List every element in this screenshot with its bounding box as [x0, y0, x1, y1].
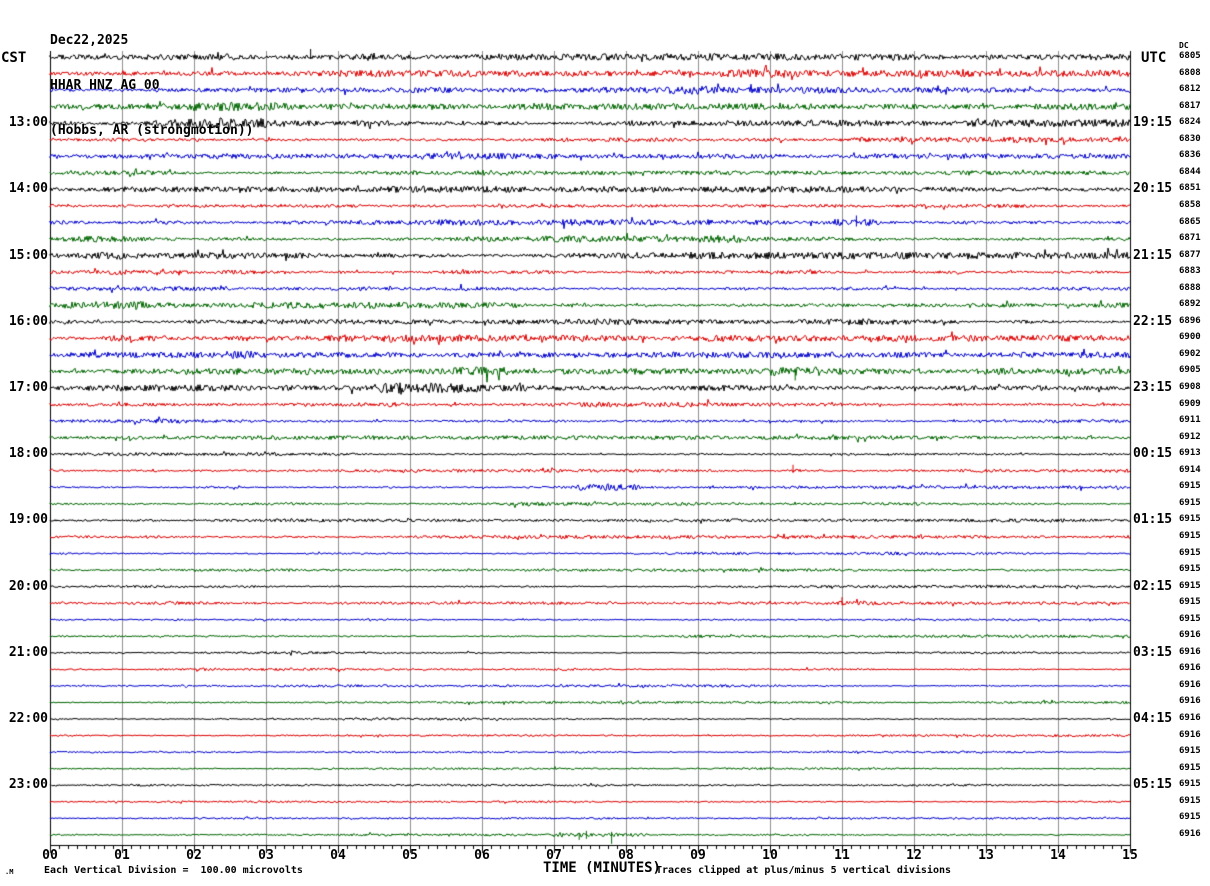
header-station-location: (Hobbs, AR (strongmotion)): [50, 123, 254, 138]
dc-count-value: 6865: [1179, 216, 1201, 227]
corner-watermark: .M: [5, 868, 14, 876]
dc-count-value: 6805: [1179, 51, 1201, 61]
utc-time-label: 21:15: [1133, 247, 1173, 263]
x-axis-tick-label: 00: [42, 848, 58, 863]
dc-count-value: 6913: [1179, 448, 1201, 459]
dc-offset-column-label: DC: [1179, 41, 1189, 50]
x-axis-tick-label: 04: [330, 848, 346, 863]
dc-count-value: 6883: [1179, 266, 1201, 277]
utc-time-label: 01:15: [1133, 512, 1173, 528]
dc-count-value: 6844: [1179, 166, 1201, 177]
x-axis-title: TIME (MINUTES): [542, 860, 661, 876]
header-station-code: HHAR HNZ AG 00: [50, 78, 160, 93]
dc-count-value: 6830: [1179, 133, 1201, 144]
utc-time-label: 00:15: [1133, 446, 1173, 462]
dc-count-value: 6916: [1179, 663, 1201, 674]
dc-count-value: 6871: [1179, 233, 1201, 244]
cst-hour-label: 16:00: [8, 313, 48, 329]
dc-count-value: 6900: [1179, 332, 1201, 343]
dc-count-value: 6915: [1179, 597, 1201, 608]
dc-count-value: 6915: [1179, 564, 1201, 575]
left-timezone-label: CST: [1, 50, 27, 66]
cst-hour-label: 19:00: [8, 512, 48, 528]
x-axis-tick-label: 12: [906, 848, 922, 863]
dc-count-value: 6892: [1179, 299, 1201, 310]
dc-count-value: 6916: [1179, 679, 1201, 690]
utc-time-label: 23:15: [1133, 380, 1173, 395]
dc-count-value: 6916: [1179, 828, 1201, 839]
dc-count-value: 6877: [1179, 249, 1201, 260]
dc-count-value: 6915: [1179, 497, 1201, 508]
dc-count-value: 6915: [1179, 547, 1201, 558]
cst-hour-label: 15:00: [8, 247, 48, 263]
dc-count-value: 6824: [1179, 117, 1201, 128]
cst-hour-label: 23:00: [8, 777, 48, 793]
utc-time-label: 03:15: [1133, 644, 1173, 660]
dc-count-value: 6915: [1179, 580, 1201, 591]
dc-count-value: 6851: [1179, 183, 1201, 194]
dc-count-value: 6914: [1179, 464, 1201, 475]
dc-count-value: 6915: [1179, 762, 1201, 773]
dc-count-value: 6916: [1179, 729, 1201, 740]
x-axis-tick-label: 06: [474, 848, 490, 863]
utc-time-label: 20:15: [1133, 181, 1173, 197]
dc-count-value: 6915: [1179, 779, 1201, 790]
dc-count-value: 6912: [1179, 431, 1201, 442]
x-axis-tick-label: 08: [618, 848, 634, 863]
vertical-scale-note: Each Vertical Division = 100.00 microvol…: [44, 865, 303, 876]
dc-count-value: 6916: [1179, 646, 1201, 657]
dc-count-value: 6888: [1179, 282, 1201, 293]
dc-count-value: 6916: [1179, 630, 1201, 641]
dc-count-value: 6915: [1179, 613, 1201, 624]
dc-count-value: 6916: [1179, 696, 1201, 707]
x-axis-tick-label: 11: [834, 848, 850, 863]
cst-hour-label: 22:00: [8, 711, 48, 726]
cst-hour-label: 20:00: [8, 578, 48, 594]
dc-count-value: 6915: [1179, 481, 1201, 492]
dc-count-value: 6812: [1179, 84, 1201, 95]
dc-count-value: 6915: [1179, 795, 1201, 806]
utc-time-label: 05:15: [1133, 777, 1173, 793]
x-axis-tick-label: 13: [978, 848, 994, 863]
right-timezone-label: UTC: [1141, 50, 1167, 66]
dc-count-value: 6915: [1179, 514, 1201, 525]
plot-header: Dec22,2025 HHAR HNZ AG 00 (Hobbs, AR (st…: [50, 3, 254, 168]
dc-count-value: 6911: [1179, 415, 1201, 426]
dc-count-value: 6836: [1179, 150, 1201, 161]
utc-time-label: 04:15: [1133, 711, 1173, 726]
dc-count-value: 6908: [1179, 382, 1201, 392]
dc-count-value: 6858: [1179, 199, 1201, 210]
cst-hour-label: 18:00: [8, 446, 48, 462]
dc-count-value: 6915: [1179, 530, 1201, 541]
cst-hour-label: 17:00: [8, 380, 48, 395]
dc-count-value: 6915: [1179, 746, 1201, 757]
cst-hour-label: 14:00: [8, 181, 48, 197]
x-axis-tick-label: 07: [546, 848, 562, 863]
clipping-note: Traces clipped at plus/minus 5 vertical …: [656, 865, 952, 876]
cst-hour-label: 21:00: [8, 644, 48, 660]
dc-count-value: 6916: [1179, 713, 1201, 723]
utc-time-label: 02:15: [1133, 578, 1173, 594]
x-axis-tick-label: 03: [258, 848, 274, 863]
utc-time-label: 22:15: [1133, 313, 1173, 329]
dc-count-value: 6896: [1179, 315, 1201, 326]
x-axis-tick-label: 09: [690, 848, 706, 863]
x-axis-tick-label: 02: [186, 848, 202, 863]
x-axis-tick-label: 01: [114, 848, 130, 863]
dc-count-value: 6902: [1179, 348, 1201, 359]
header-date: Dec22,2025: [50, 33, 129, 48]
dc-count-value: 6905: [1179, 365, 1201, 376]
dc-count-value: 6909: [1179, 398, 1201, 409]
x-axis-tick-label: 05: [402, 848, 418, 863]
dc-count-value: 6817: [1179, 100, 1201, 111]
dc-count-value: 6808: [1179, 67, 1201, 78]
x-axis-tick-label: 10: [762, 848, 778, 863]
utc-time-label: 19:15: [1133, 115, 1173, 131]
cst-hour-label: 13:00: [8, 115, 48, 131]
x-axis-tick-label: 15: [1122, 848, 1138, 863]
dc-count-value: 6915: [1179, 812, 1201, 823]
x-axis-tick-label: 14: [1050, 848, 1066, 863]
